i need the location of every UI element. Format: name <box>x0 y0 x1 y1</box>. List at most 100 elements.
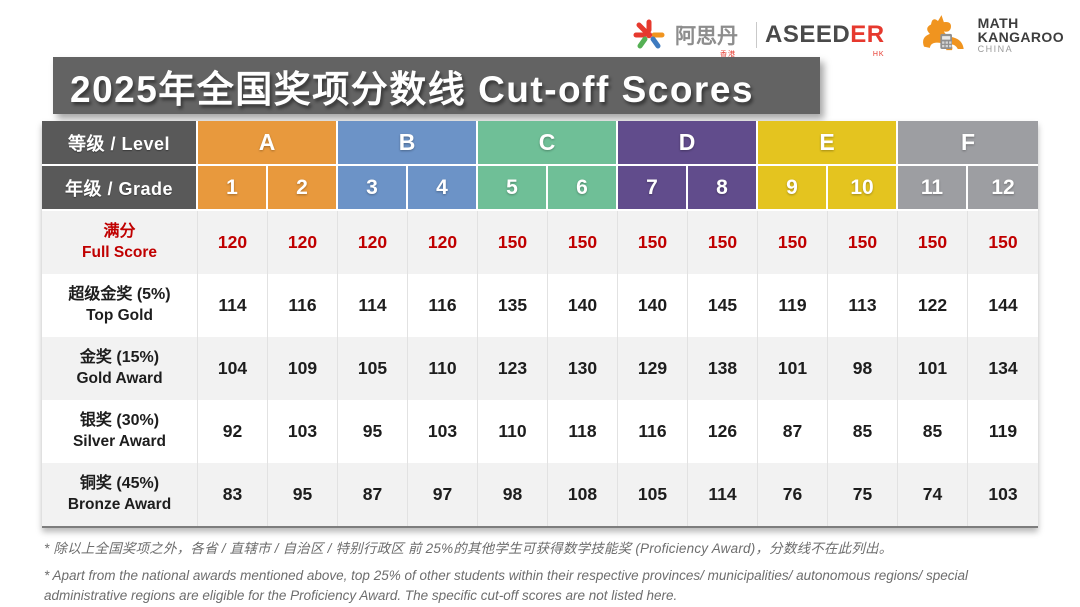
aseeder-cn-sub: 香港 <box>720 51 737 58</box>
score-cell: 126 <box>688 400 758 463</box>
score-cell: 134 <box>988 358 1018 378</box>
cutoff-scores-table: 等级 / Level A B C D E F 年级 / Grade 1 2 3 … <box>42 121 1038 528</box>
score-cell: 105 <box>338 337 408 400</box>
score-cell: 145 <box>688 274 758 337</box>
score-cell: 120 <box>198 211 268 274</box>
score-cell: 130 <box>548 337 618 400</box>
score-cell: 85 <box>828 400 898 463</box>
score-cell: 150 <box>988 232 1018 252</box>
footnote-en: * Apart from the national awards mention… <box>44 568 969 603</box>
row-label-full-score: 满分 Full Score <box>42 211 198 274</box>
score-cell: 113 <box>828 274 898 337</box>
row-label-en: Bronze Award <box>67 495 172 513</box>
level-e-header: E <box>758 121 898 166</box>
page-title: 2025年全国奖项分数线 Cut-off Scores <box>70 68 754 110</box>
row-label-top-gold: 超级金奖 (5%) Top Gold <box>42 274 198 337</box>
aseeder-en-main: ASEED <box>765 21 851 48</box>
level-b-header: B <box>338 121 478 166</box>
aseeder-asterisk-icon <box>633 19 665 49</box>
footnote-cn: * 除以上全国奖项之外，各省 / 直辖市 / 自治区 / 特别行政区 前 25%… <box>44 541 893 556</box>
row-label-silver: 银奖 (30%) Silver Award <box>42 400 198 463</box>
score-cell: 101 <box>758 337 828 400</box>
score-cell: 150 <box>898 211 968 274</box>
math-kangaroo-wordmark: MATH KANGAROO CHINA <box>977 14 1064 55</box>
grade-2-header: 2 <box>268 166 338 211</box>
score-cell: 120 <box>268 211 338 274</box>
row-label-cn: 超级金奖 (5%) <box>68 286 171 304</box>
grade-4-header: 4 <box>408 166 478 211</box>
aseeder-en-accent: ER <box>850 21 885 48</box>
grade-12-header: 12 <box>968 166 1038 211</box>
score-cell: 98 <box>828 337 898 400</box>
mk-line1: MATH <box>977 14 1019 31</box>
score-cell: 98 <box>478 463 548 526</box>
score-cell: 144 <box>988 295 1018 315</box>
score-cell: 116 <box>618 400 688 463</box>
score-cell: 116 <box>408 274 478 337</box>
row-label-cn: 银奖 (30%) <box>79 412 160 430</box>
logo-divider <box>756 22 758 48</box>
footnotes: * 除以上全国奖项之外，各省 / 直辖市 / 自治区 / 特别行政区 前 25%… <box>44 537 1044 605</box>
score-cell: 114 <box>688 463 758 526</box>
level-header-row: 等级 / Level A B C D E F <box>42 121 1038 166</box>
table-row-top-gold: 超级金奖 (5%) Top Gold 114 116 114 116 135 1… <box>42 274 1038 337</box>
aseeder-en-sub: HK <box>872 51 885 58</box>
grade-header-row: 年级 / Grade 1 2 3 4 5 6 7 8 9 10 11 12 <box>42 166 1038 211</box>
score-cell: 150 <box>688 211 758 274</box>
grade-6-header: 6 <box>548 166 618 211</box>
score-cell: 105 <box>618 463 688 526</box>
aseeder-cn-name: 阿思丹 香港 <box>675 20 748 58</box>
score-cell: 109 <box>268 337 338 400</box>
score-cell: 104 <box>198 337 268 400</box>
level-f-header: F <box>898 121 1038 166</box>
score-cell: 140 <box>618 274 688 337</box>
score-cell: 103 <box>268 400 338 463</box>
score-cell: 150 <box>758 211 828 274</box>
score-cell: 119 <box>988 421 1018 441</box>
math-kangaroo-logo: MATH KANGAROO CHINA <box>919 14 1064 56</box>
score-cell: 120 <box>408 211 478 274</box>
row-label-en: Silver Award <box>72 432 167 450</box>
level-c-header: C <box>478 121 618 166</box>
table-row-gold: 金奖 (15%) Gold Award 104 109 105 110 123 … <box>42 337 1038 400</box>
table-row-full-score: 满分 Full Score 120 120 120 120 150 150 15… <box>42 211 1038 274</box>
score-cell: 114 <box>198 274 268 337</box>
score-cell: 110 <box>478 400 548 463</box>
score-cell: 85 <box>898 400 968 463</box>
row-label-en: Gold Award <box>76 369 163 387</box>
grade-1-header: 1 <box>198 166 268 211</box>
score-cell: 101 <box>898 337 968 400</box>
score-cell: 122 <box>898 274 968 337</box>
score-cell: 108 <box>548 463 618 526</box>
table-row-bronze: 铜奖 (45%) Bronze Award 83 95 87 97 98 108… <box>42 463 1038 526</box>
score-cell: 150 <box>548 211 618 274</box>
score-cell: 150 <box>478 211 548 274</box>
score-cell: 129 <box>618 337 688 400</box>
level-d-header: D <box>618 121 758 166</box>
score-cell: 135 <box>478 274 548 337</box>
logo-bar: 阿思丹 香港 ASEEDER HK MATH <box>631 14 1064 58</box>
row-label-cn: 金奖 (15%) <box>79 349 160 367</box>
level-a-header: A <box>198 121 338 166</box>
score-cell: 138 <box>688 337 758 400</box>
grade-7-header: 7 <box>618 166 688 211</box>
level-header-label: 等级 / Level <box>42 121 198 166</box>
aseeder-cn-text: 阿思丹 <box>675 25 739 48</box>
score-cell: 103 <box>408 400 478 463</box>
row-label-cn: 满分 <box>103 223 136 241</box>
score-cell: 92 <box>198 400 268 463</box>
aseeder-logo: 阿思丹 香港 ASEEDER HK <box>631 17 885 58</box>
grade-8-header: 8 <box>688 166 758 211</box>
mk-line2: KANGAROO <box>977 28 1064 45</box>
grade-9-header: 9 <box>758 166 828 211</box>
score-cell: 120 <box>338 211 408 274</box>
score-cell: 103 <box>988 484 1018 504</box>
score-cell: 123 <box>478 337 548 400</box>
score-cell: 140 <box>548 274 618 337</box>
grade-5-header: 5 <box>478 166 548 211</box>
aseeder-en-name: ASEEDER HK <box>765 21 885 58</box>
row-label-cn: 铜奖 (45%) <box>79 475 160 493</box>
score-cell: 76 <box>758 463 828 526</box>
mk-line3: CHINA <box>977 44 1014 55</box>
